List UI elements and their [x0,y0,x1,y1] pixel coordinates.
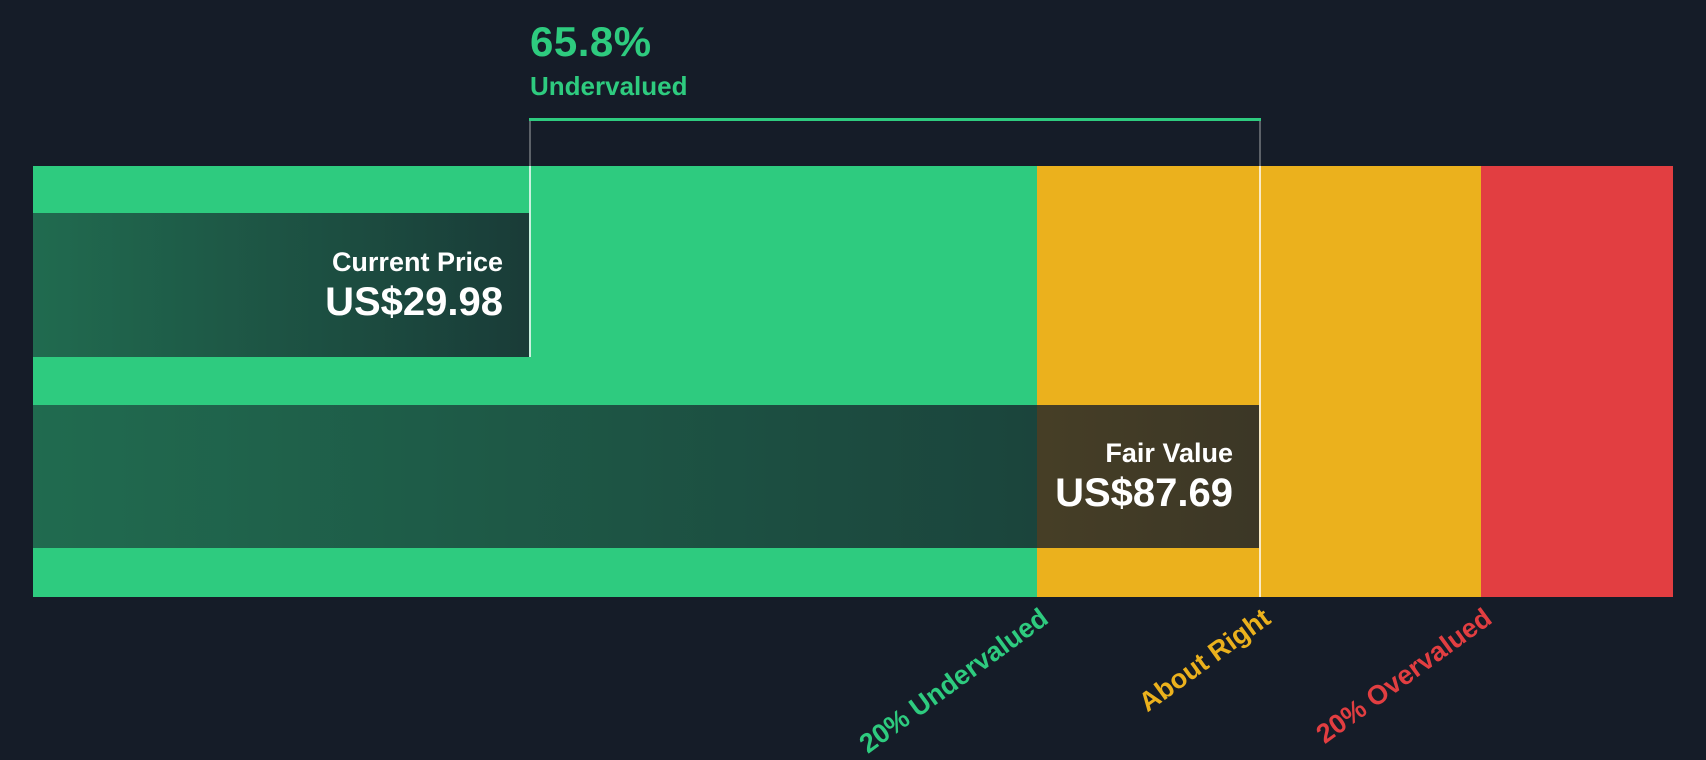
discount-percent: 65.8% [530,18,652,65]
current-price-value: US$29.98 [325,279,503,324]
fair-value-value: US$87.69 [1055,471,1233,515]
fair-value-marker-line [1259,166,1261,597]
bracket-left-stem [529,121,531,166]
current-price-label: Current Price [331,246,503,277]
zone-label-undervalued: 20% Undervalued [853,602,1054,759]
fair-value-box: Fair Value US$87.69 [33,405,1259,548]
fair-value-label: Fair Value [1105,438,1233,468]
valuation-bar: Current Price US$29.98 Fair Value US$87.… [33,166,1673,597]
zone-label-about-right: About Right [1132,602,1276,718]
zone-label-overvalued: 20% Overvalued [1311,602,1498,750]
bracket-right-stem [1259,121,1261,166]
discount-label: Undervalued [530,71,688,101]
current-price-marker-line [529,166,531,357]
current-price-box: Current Price US$29.98 [33,213,529,357]
discount-annotation: 65.8% Undervalued [530,18,688,101]
bracket-top-line [529,118,1261,121]
